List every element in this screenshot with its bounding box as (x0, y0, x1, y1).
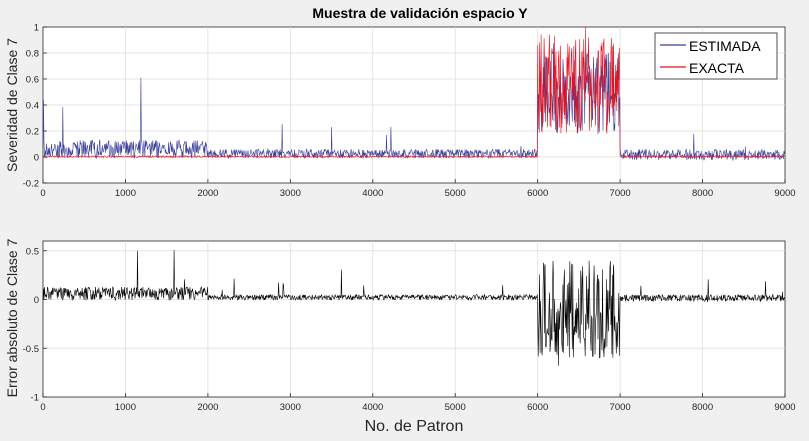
series-line-exacta (42, 26, 786, 159)
x-tick-label: 0 (40, 188, 45, 199)
x-tick-label: 8000 (692, 188, 713, 199)
x-tick-label: 0 (40, 402, 45, 413)
x-tick-label: 2000 (197, 188, 218, 199)
y-tick-label: 0.2 (26, 127, 39, 138)
top-plot-lines (42, 26, 786, 162)
x-tick-label: 5000 (445, 402, 466, 413)
x-tick-label: 4000 (362, 402, 383, 413)
x-tick-label: 3000 (280, 188, 301, 199)
x-tick-label: 6000 (527, 188, 548, 199)
x-tick-label: 9000 (774, 188, 795, 199)
y-tick-label: 0.6 (26, 75, 39, 86)
x-tick-label: 1000 (115, 402, 136, 413)
x-tick-label: 7000 (610, 402, 631, 413)
x-tick-label: 8000 (692, 402, 713, 413)
x-tick-label: 6000 (527, 402, 548, 413)
x-tick-label: 9000 (774, 402, 795, 413)
top-y-axis-label: Severidad de Clase 7 (4, 38, 20, 172)
bottom-plot-lines (42, 250, 786, 366)
y-tick-label: -1 (31, 393, 39, 404)
bottom-tick-labels: 0 1000 2000 3000 4000 5000 6000 7000 8000 9000 -1 -… (23, 246, 796, 413)
y-tick-label: 1 (34, 23, 39, 34)
legend-label-exacta: EXACTA (689, 60, 745, 76)
bottom-x-axis-label: No. de Patron (365, 418, 464, 435)
x-tick-label: 2000 (197, 402, 218, 413)
top-chart-title: Muestra de validación espacio Y (312, 5, 528, 21)
bottom-axes: 0 1000 2000 3000 4000 5000 6000 7000 8000 9000 -1 -… (4, 238, 796, 435)
series-line-error (42, 250, 786, 366)
x-tick-label: 3000 (280, 402, 301, 413)
top-axes: 0 1000 2000 3000 4000 5000 6000 7000 8000 9000 -0.… (4, 5, 796, 199)
x-tick-label: 1000 (115, 188, 136, 199)
legend-label-estimada: ESTIMADA (689, 38, 761, 54)
y-tick-label: 0.8 (26, 49, 39, 60)
x-tick-label: 4000 (362, 188, 383, 199)
top-tick-labels: 0 1000 2000 3000 4000 5000 6000 7000 8000 9000 -0.… (23, 23, 796, 200)
bottom-y-axis-label: Error absoluto de Clase 7 (4, 238, 20, 397)
bottom-plot-area (42, 240, 786, 398)
y-tick-label: 0.5 (26, 246, 39, 257)
y-tick-label: 0.4 (26, 101, 39, 112)
y-tick-label: 0 (34, 295, 39, 306)
legend: ESTIMADA EXACTA (654, 32, 778, 80)
y-tick-label: -0.5 (23, 344, 39, 355)
legend-box (654, 32, 778, 80)
x-tick-label: 7000 (610, 188, 631, 199)
y-tick-label: 0 (34, 153, 39, 164)
x-tick-label: 5000 (445, 188, 466, 199)
y-tick-label: -0.2 (23, 179, 39, 190)
